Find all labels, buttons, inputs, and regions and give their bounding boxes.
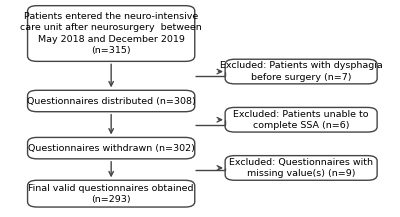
Text: Patients entered the neuro-intensive
care unit after neurosurgery  between
May 2: Patients entered the neuro-intensive car… bbox=[20, 12, 202, 55]
Text: Excluded: Patients with dysphagia
before surgery (n=7): Excluded: Patients with dysphagia before… bbox=[220, 61, 382, 82]
Text: Excluded: Patients unable to
complete SSA (n=6): Excluded: Patients unable to complete SS… bbox=[233, 110, 369, 130]
FancyBboxPatch shape bbox=[225, 107, 377, 132]
FancyBboxPatch shape bbox=[28, 90, 195, 112]
Text: Questionnaires withdrawn (n=302): Questionnaires withdrawn (n=302) bbox=[28, 144, 194, 153]
Text: Excluded: Questionnaires with
missing value(s) (n=9): Excluded: Questionnaires with missing va… bbox=[229, 158, 373, 178]
Text: Final valid questionnaires obtained
(n=293): Final valid questionnaires obtained (n=2… bbox=[28, 184, 194, 204]
FancyBboxPatch shape bbox=[28, 180, 195, 207]
FancyBboxPatch shape bbox=[225, 59, 377, 84]
FancyBboxPatch shape bbox=[28, 6, 195, 61]
Text: Questionnaires distributed (n=308): Questionnaires distributed (n=308) bbox=[27, 97, 196, 105]
FancyBboxPatch shape bbox=[28, 137, 195, 159]
FancyBboxPatch shape bbox=[225, 156, 377, 180]
